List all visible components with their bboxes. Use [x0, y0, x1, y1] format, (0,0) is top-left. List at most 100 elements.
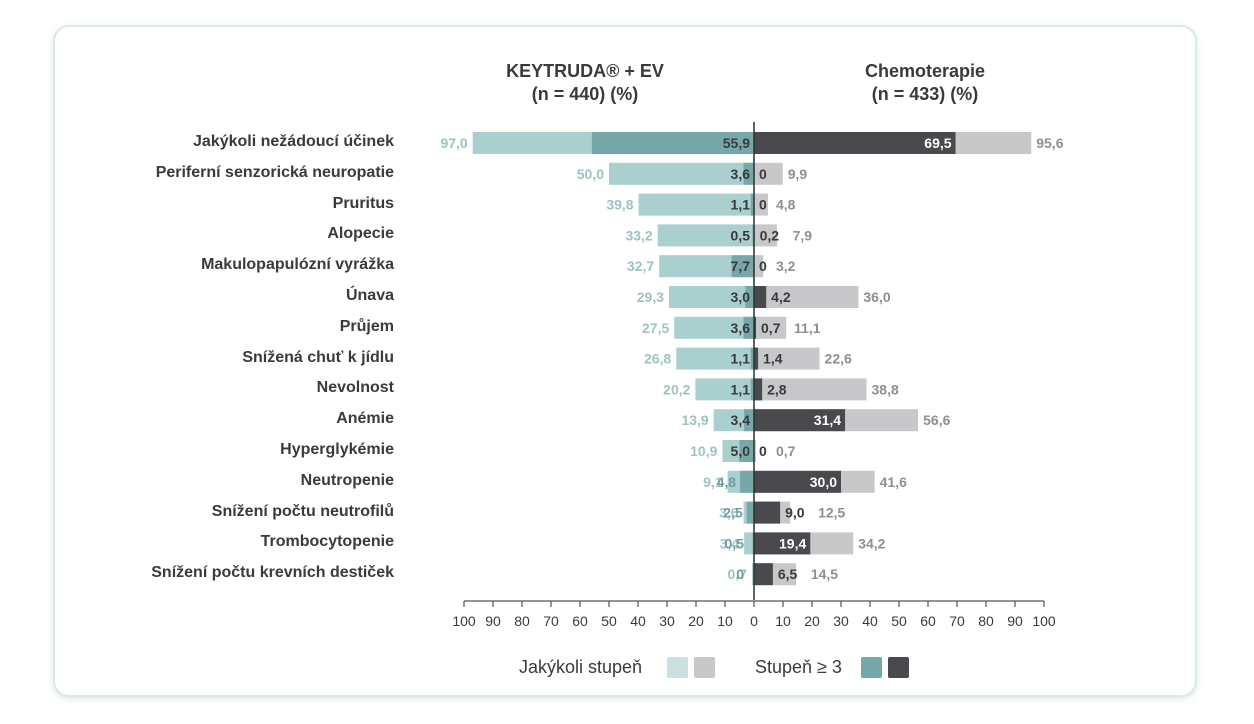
label-keytruda-grade3: 4,8 [717, 474, 737, 490]
label-chemo-any-grade: 95,6 [1036, 135, 1063, 151]
label-keytruda-any-grade: 33,2 [625, 227, 652, 243]
category-label: Průjem [339, 317, 394, 335]
category-label: Anémie [336, 410, 394, 428]
bar-keytruda-any-grade [638, 193, 754, 216]
label-keytruda-any-grade: 3,6 [719, 505, 739, 521]
category-label: Alopecie [327, 225, 394, 243]
bar-chemo-any-grade [754, 347, 820, 370]
x-tick-label: 90 [1007, 613, 1023, 629]
x-tick-label: 80 [514, 613, 530, 629]
label-chemo-grade3: 6,5 [778, 566, 798, 582]
x-tick-label: 40 [862, 613, 878, 629]
label-keytruda-any-grade: 20,2 [663, 381, 690, 397]
label-keytruda-grade3: 3,4 [731, 412, 751, 428]
label-chemo-any-grade: 7,9 [793, 227, 813, 243]
bar-chemo-any-grade [754, 255, 764, 278]
legend-any-grade-label: Jakýkoli stupeň [519, 657, 643, 677]
category-label: Jakýkoli nežádoucí účinek [193, 133, 394, 150]
label-chemo-grade3: 9,0 [785, 505, 805, 521]
bar-keytruda-any-grade [695, 378, 754, 401]
label-chemo-any-grade: 9,9 [788, 166, 808, 182]
left-title-line-2: (n = 440) (%) [531, 84, 639, 104]
x-tick-label: 30 [659, 613, 675, 629]
label-keytruda-any-grade: 10,9 [690, 443, 717, 459]
bar-keytruda-grade3 [746, 501, 754, 524]
bar-keytruda-any-grade [744, 532, 754, 555]
label-keytruda-grade3: 7,7 [731, 258, 751, 274]
label-keytruda-any-grade: 9,1 [703, 474, 723, 490]
bar-keytruda-grade3 [743, 316, 754, 339]
bar-keytruda-any-grade [669, 286, 754, 308]
x-tick-label: 90 [485, 613, 501, 629]
label-keytruda-any-grade: 50,0 [577, 166, 604, 182]
category-label: Pruritus [332, 194, 394, 212]
label-keytruda-grade3: 1,1 [731, 197, 751, 213]
label-chemo-grade3: 2,8 [767, 381, 787, 397]
label-keytruda-any-grade: 0,7 [728, 566, 748, 582]
label-chemo-grade3: 0 [759, 197, 767, 213]
right-title-line-2: (n = 433) (%) [871, 84, 979, 104]
bar-chemo-grade3 [754, 316, 757, 339]
bar-keytruda-grade3 [750, 378, 754, 401]
label-chemo-any-grade: 41,6 [880, 474, 907, 490]
bar-chemo-any-grade [754, 378, 867, 401]
legend-any-grade-swatch-keytruda [667, 657, 688, 678]
bar-keytruda-any-grade [713, 409, 754, 432]
label-keytruda-any-grade: 13,9 [681, 412, 708, 428]
category-label: Hyperglykémie [280, 441, 394, 458]
label-chemo-grade3: 0,2 [760, 227, 780, 243]
bar-chemo-grade3 [754, 532, 811, 555]
bar-keytruda-grade3 [743, 162, 754, 185]
label-chemo-any-grade: 38,8 [872, 381, 899, 397]
bar-keytruda-grade3 [740, 470, 754, 493]
label-chemo-grade3: 0 [759, 166, 767, 182]
label-chemo-grade3: 0 [759, 258, 767, 274]
bar-chemo-any-grade [754, 316, 787, 339]
bar-keytruda-grade3 [750, 347, 754, 370]
legend-grade3-label: Stupeň ≥ 3 [755, 657, 842, 677]
category-label: Snížení počtu krevních destiček [151, 564, 394, 582]
legend-grade3-swatch-keytruda [861, 657, 882, 678]
left-title: KEYTRUDA® + EV (n = 440) (%) [470, 60, 700, 106]
legend-grade3-swatch-chemo [888, 657, 909, 678]
label-chemo-any-grade: 4,8 [776, 197, 796, 213]
bar-keytruda-grade3 [744, 409, 754, 432]
label-chemo-grade3: 0 [759, 443, 767, 459]
bar-chemo-grade3 [754, 132, 956, 154]
bar-chemo-grade3 [754, 470, 841, 493]
label-chemo-any-grade: 56,6 [923, 412, 950, 428]
right-title-line-1: Chemoterapie [864, 61, 986, 81]
bar-chemo-grade3 [754, 501, 781, 524]
label-keytruda-any-grade: 26,8 [644, 351, 671, 367]
label-chemo-any-grade: 0,7 [776, 443, 796, 459]
bar-keytruda-any-grade [659, 255, 754, 278]
bar-keytruda-grade3 [745, 286, 754, 308]
x-tick-label: 70 [543, 613, 559, 629]
label-keytruda-any-grade: 32,7 [627, 258, 654, 274]
bar-chemo-any-grade [754, 224, 777, 247]
category-label: Trombocytopenie [260, 533, 394, 551]
x-tick-label: 20 [804, 613, 820, 629]
x-tick-label: 80 [978, 613, 994, 629]
label-chemo-any-grade: 12,5 [818, 505, 845, 521]
bar-chemo-any-grade [754, 440, 757, 462]
label-chemo-any-grade: 36,0 [863, 289, 890, 305]
label-keytruda-grade3: 55,9 [723, 135, 750, 151]
label-chemo-any-grade: 34,2 [858, 535, 885, 551]
label-chemo-grade3: 69,5 [924, 135, 951, 151]
label-keytruda-grade3: 1,1 [731, 351, 751, 367]
x-tick-label: 60 [572, 613, 588, 629]
bar-chemo-grade3 [754, 409, 846, 432]
x-tick-label: 20 [688, 613, 704, 629]
legend-any-grade-swatch-chemo [694, 657, 715, 678]
label-chemo-any-grade: 11,1 [794, 320, 821, 336]
label-chemo-any-grade: 3,2 [776, 258, 796, 274]
bar-keytruda-grade3 [591, 132, 754, 154]
label-keytruda-grade3: 3,6 [731, 166, 751, 182]
bar-keytruda-grade3 [739, 440, 754, 462]
bar-chemo-grade3 [754, 286, 767, 308]
category-label: Makulopapulózní vyrážka [201, 256, 394, 274]
label-keytruda-any-grade: 39,8 [606, 197, 633, 213]
label-keytruda-grade3: 1,1 [731, 381, 751, 397]
